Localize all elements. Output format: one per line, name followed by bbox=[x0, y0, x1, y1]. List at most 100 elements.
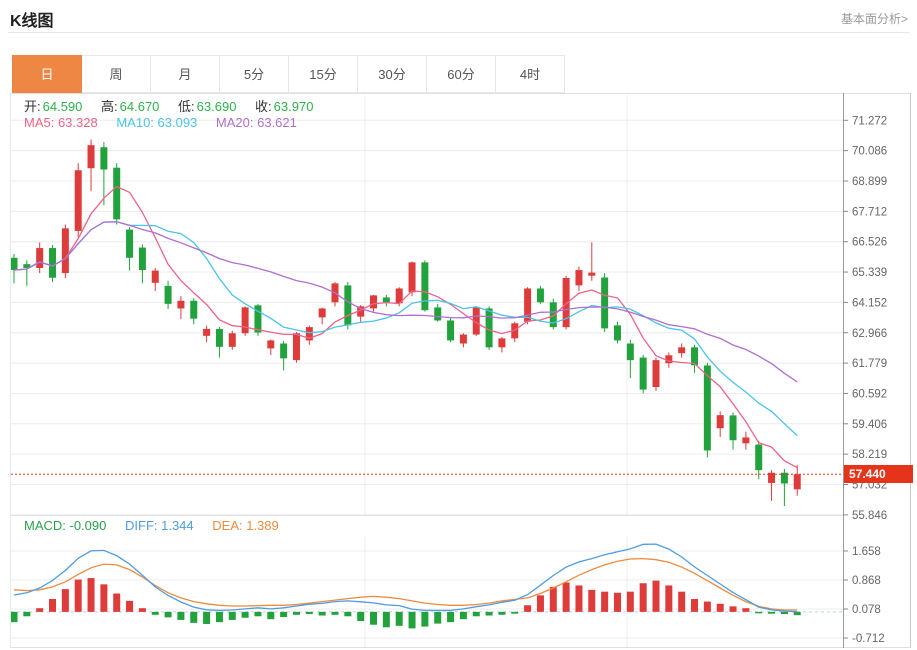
macd-bar bbox=[691, 599, 699, 612]
candle-down bbox=[138, 247, 146, 271]
ma20-legend: MA20: 63.621 bbox=[215, 115, 297, 130]
macd-bar bbox=[613, 592, 621, 612]
candle-down bbox=[126, 229, 134, 258]
candle-down bbox=[23, 264, 31, 269]
macd-bar bbox=[511, 611, 519, 614]
tab-60min[interactable]: 60分 bbox=[426, 55, 496, 93]
tab-4hour[interactable]: 4时 bbox=[495, 55, 565, 93]
candle-up bbox=[408, 262, 416, 293]
candle-up bbox=[793, 474, 801, 490]
candle-down bbox=[485, 308, 493, 348]
candle-down bbox=[703, 365, 711, 451]
macd-bar bbox=[164, 611, 172, 618]
fundamental-analysis-link[interactable]: 基本面分析> bbox=[840, 12, 908, 26]
candle-down bbox=[421, 262, 429, 311]
macd-bar bbox=[100, 584, 108, 612]
macd-bar bbox=[421, 611, 429, 627]
macd-bar bbox=[241, 611, 249, 618]
macd-bar bbox=[549, 586, 557, 612]
macd-bar bbox=[203, 611, 211, 624]
price-axis-label: 62.966 bbox=[852, 328, 887, 340]
ohlc-high-value: 64.670 bbox=[119, 99, 160, 114]
macd-bar bbox=[780, 611, 788, 615]
candle-up bbox=[36, 248, 44, 269]
tab-5min[interactable]: 5分 bbox=[219, 55, 289, 93]
candle-up bbox=[61, 228, 69, 274]
macd-bar bbox=[768, 611, 776, 614]
macd-bar bbox=[459, 611, 467, 620]
macd-axis-label: 0.868 bbox=[852, 575, 881, 587]
macd-bar bbox=[382, 611, 390, 628]
macd-bar bbox=[331, 611, 339, 615]
macd-axis-label: 0.078 bbox=[852, 604, 881, 616]
candle-down bbox=[164, 285, 172, 304]
candle-down bbox=[344, 285, 352, 326]
tab-15min[interactable]: 15分 bbox=[288, 55, 358, 93]
candle-up bbox=[177, 300, 185, 309]
candle-down bbox=[755, 444, 763, 471]
tab-day[interactable]: 日 bbox=[12, 55, 82, 93]
candle-up bbox=[292, 333, 300, 361]
macd-bar bbox=[601, 591, 609, 612]
candle-up bbox=[498, 338, 506, 348]
candle-up bbox=[395, 288, 403, 304]
macd-bar bbox=[190, 611, 198, 623]
tab-30min[interactable]: 30分 bbox=[357, 55, 427, 93]
price-axis-label: 59.406 bbox=[852, 419, 887, 431]
macd-bar bbox=[742, 608, 750, 612]
candle-up bbox=[716, 415, 724, 429]
macd-bar bbox=[23, 611, 31, 617]
macd-bar bbox=[292, 611, 300, 615]
widget-header: K线图 基本面分析> bbox=[8, 0, 910, 33]
candle-down bbox=[113, 167, 121, 220]
candle-up bbox=[588, 272, 596, 276]
period-tab-bar: 日 周 月 5分 15分 30分 60分 4时 bbox=[12, 55, 565, 93]
macd-bar bbox=[138, 608, 146, 612]
price-axis-label: 61.779 bbox=[852, 358, 887, 370]
ohlc-close-label: 收: bbox=[255, 99, 272, 114]
page-title: K线图 bbox=[10, 13, 54, 30]
candle-up bbox=[87, 145, 95, 169]
macd-bar bbox=[652, 580, 660, 612]
macd-bar bbox=[434, 611, 442, 624]
ma5-legend: MA5: 63.328 bbox=[24, 115, 98, 130]
candle-up bbox=[562, 277, 570, 328]
ohlc-legend: 开: 64.590 高: 64.670 低: 63.690 收: 63.970 bbox=[24, 96, 328, 115]
candle-down bbox=[447, 320, 455, 341]
candle-up bbox=[74, 170, 82, 231]
macd-bar bbox=[177, 611, 185, 620]
candle-down bbox=[691, 347, 699, 366]
price-axis-label: 65.339 bbox=[852, 267, 887, 279]
macd-bar bbox=[562, 582, 570, 612]
macd-bar bbox=[729, 606, 737, 612]
macd-bar bbox=[370, 611, 378, 625]
ma5-line bbox=[13, 185, 798, 469]
macd-value-legend: MACD: -0.090 bbox=[24, 518, 107, 533]
macd-bar bbox=[113, 593, 121, 612]
tab-month[interactable]: 月 bbox=[150, 55, 220, 93]
candle-down bbox=[626, 343, 634, 361]
macd-bar bbox=[447, 611, 455, 623]
macd-bar bbox=[74, 579, 82, 612]
candle-down bbox=[49, 248, 57, 278]
diff-value-legend: DIFF: 1.344 bbox=[125, 518, 194, 533]
macd-bar bbox=[665, 585, 673, 612]
macd-bar bbox=[61, 589, 69, 612]
macd-bar bbox=[280, 611, 288, 618]
macd-bar bbox=[49, 599, 57, 612]
macd-bar bbox=[36, 608, 44, 612]
price-axis-label: 70.086 bbox=[852, 146, 887, 158]
macd-bar bbox=[536, 595, 544, 612]
candle-down bbox=[729, 415, 737, 441]
candle-down bbox=[601, 277, 609, 329]
ohlc-low-label: 低: bbox=[178, 99, 195, 114]
macd-axis-label: 1.658 bbox=[852, 546, 881, 558]
candle-down bbox=[536, 288, 544, 303]
macd-bar bbox=[10, 611, 18, 623]
macd-bar bbox=[151, 611, 159, 615]
macd-bar bbox=[408, 611, 416, 629]
candle-down bbox=[549, 302, 557, 328]
candle-down bbox=[190, 300, 198, 319]
